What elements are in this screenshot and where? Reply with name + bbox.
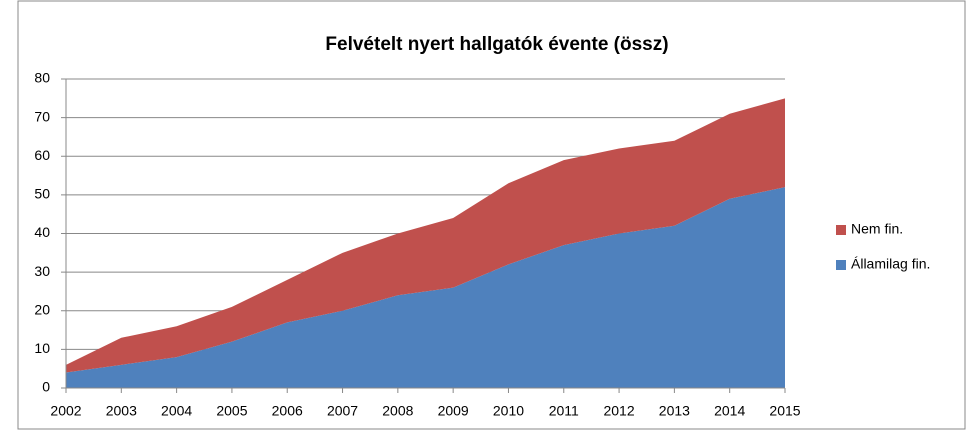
y-tick-label: 10 bbox=[34, 340, 50, 356]
x-tick-label: 2011 bbox=[549, 403, 579, 419]
x-tick-label: 2003 bbox=[106, 403, 137, 419]
x-tick-label: 2013 bbox=[659, 403, 690, 419]
x-tick-label: 2010 bbox=[493, 403, 524, 419]
x-tick-label: 2012 bbox=[603, 403, 634, 419]
y-tick-label: 20 bbox=[34, 301, 50, 317]
y-tick-label: 40 bbox=[34, 224, 50, 240]
y-tick-label: 60 bbox=[34, 147, 50, 163]
legend-swatch bbox=[836, 225, 846, 235]
y-tick-label: 80 bbox=[34, 70, 50, 86]
y-tick-label: 50 bbox=[34, 186, 50, 202]
legend-swatch bbox=[836, 260, 846, 270]
x-tick-label: 2015 bbox=[769, 403, 800, 419]
x-tick-label: 2014 bbox=[714, 403, 745, 419]
legend-label: Államilag fin. bbox=[851, 256, 930, 272]
x-tick-label: 2005 bbox=[216, 403, 247, 419]
x-tick-label: 2009 bbox=[438, 403, 469, 419]
x-tick-label: 2008 bbox=[382, 403, 413, 419]
x-tick-label: 2002 bbox=[50, 403, 81, 419]
x-tick-label: 2006 bbox=[272, 403, 303, 419]
legend-label: Nem fin. bbox=[851, 221, 903, 237]
chart-title: Felvételt nyert hallgatók évente (össz) bbox=[325, 34, 668, 55]
y-tick-label: 30 bbox=[34, 263, 50, 279]
x-tick-label: 2007 bbox=[327, 403, 358, 419]
area bbox=[66, 187, 785, 388]
x-tick-label: 2004 bbox=[161, 403, 192, 419]
y-tick-label: 70 bbox=[34, 108, 50, 124]
area bbox=[66, 98, 785, 373]
y-tick-label: 0 bbox=[42, 379, 50, 395]
